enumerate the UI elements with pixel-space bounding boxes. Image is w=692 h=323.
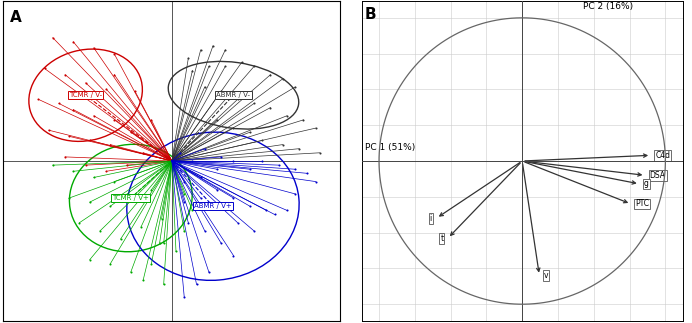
Text: PC 1 (51%): PC 1 (51%) [365, 143, 415, 152]
Text: A: A [10, 10, 22, 25]
Text: PTC: PTC [635, 200, 649, 208]
Text: g: g [644, 179, 649, 188]
Text: B: B [365, 7, 376, 22]
Text: TCMR / V-: TCMR / V- [69, 92, 102, 98]
Text: PC 2 (16%): PC 2 (16%) [583, 2, 633, 11]
Text: ABMR / V+: ABMR / V+ [194, 203, 232, 209]
Text: v: v [544, 271, 548, 280]
Text: i: i [430, 214, 432, 223]
Text: DSA: DSA [650, 171, 666, 180]
Text: TCMR / V+: TCMR / V+ [112, 195, 149, 201]
Text: C4d: C4d [655, 151, 671, 160]
Text: t: t [440, 234, 444, 243]
Text: ABMR / V-: ABMR / V- [217, 92, 251, 98]
